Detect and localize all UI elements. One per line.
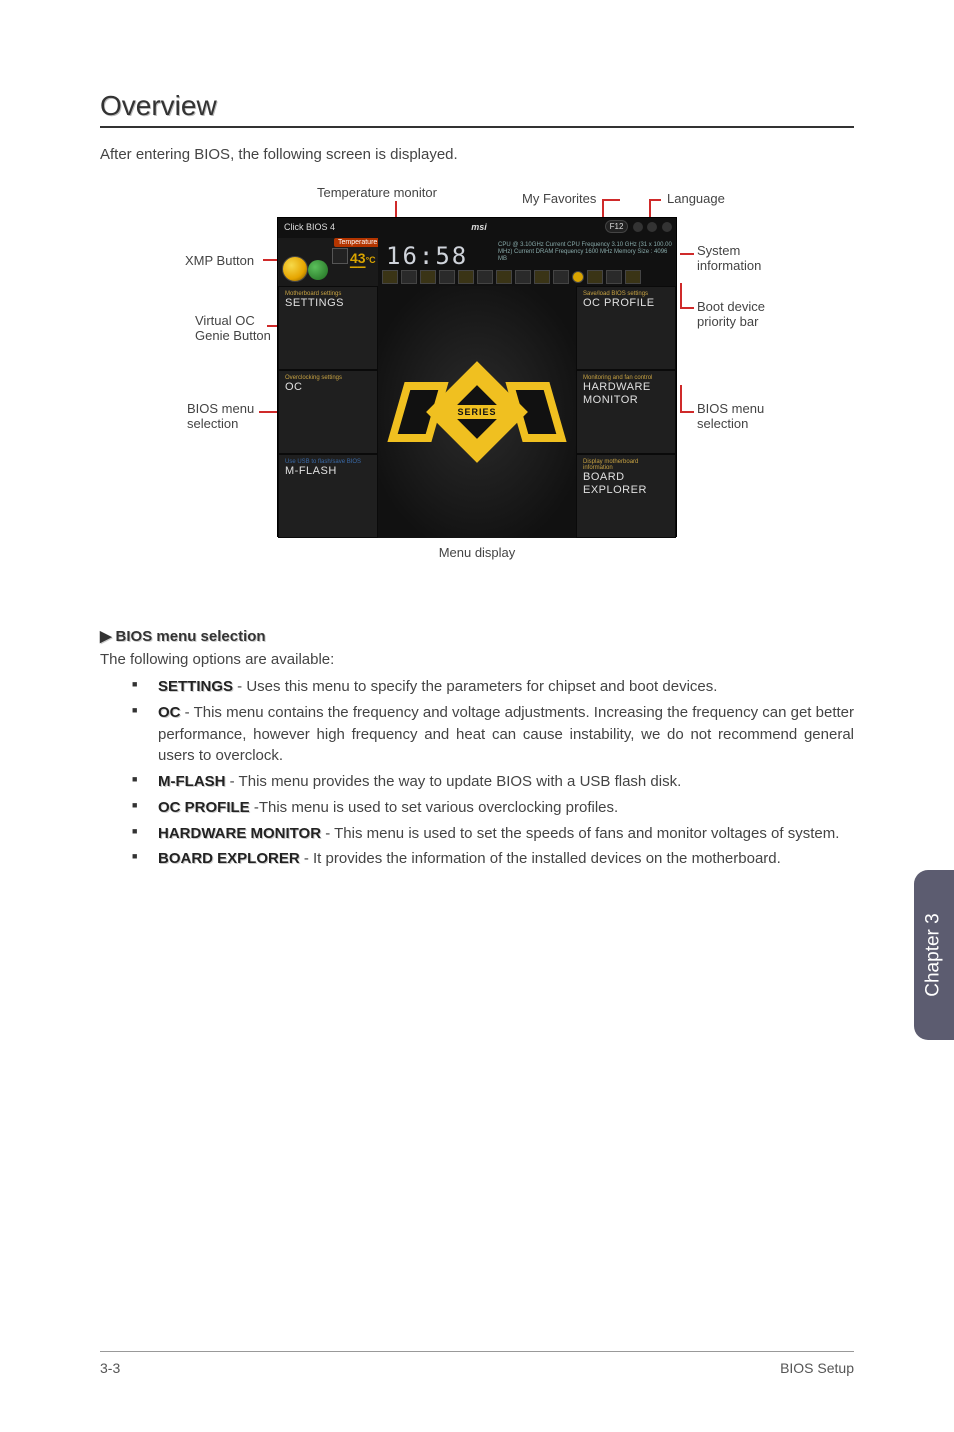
favorites-icon[interactable] <box>633 222 643 232</box>
boot-device-icon[interactable] <box>458 270 474 284</box>
boot-priority-bar[interactable] <box>382 270 641 284</box>
leader-line <box>602 199 620 201</box>
menu-tile-oc-profile[interactable]: Save/load BIOS settings OC PROFILE <box>576 286 676 370</box>
chapter-tab: Chapter 3 <box>914 870 954 1040</box>
intro-text: After entering BIOS, the following scree… <box>100 146 854 163</box>
system-info-text: CPU @ 3.10GHz Current CPU Frequency 3.10… <box>498 242 676 264</box>
list-item: OC - This menu contains the frequency an… <box>158 702 854 767</box>
options-list: SETTINGS - Uses this menu to specify the… <box>100 676 854 870</box>
cpu-chip-icon <box>332 248 348 264</box>
callout-system-information: System information <box>697 243 761 273</box>
header-info-panel: 16:58 CPU @ 3.10GHz Current CPU Frequenc… <box>378 238 676 286</box>
list-item: OC PROFILE -This menu is used to set var… <box>158 797 854 819</box>
menu-tile-hardware-monitor[interactable]: Monitoring and fan control HARDWARE MONI… <box>576 370 676 454</box>
language-icon[interactable] <box>647 222 657 232</box>
f12-badge[interactable]: F12 <box>605 220 629 233</box>
boot-device-icon[interactable] <box>572 271 584 283</box>
callout-bios-menu-selection-right: BIOS menu selection <box>697 401 764 431</box>
menu-tile-label: OC <box>285 381 371 393</box>
callout-xmp-button: XMP Button <box>185 253 254 268</box>
bios-top-bar: Click BIOS 4 msi F12 <box>278 218 676 238</box>
menu-tile-sublabel: Display motherboard information <box>583 459 669 471</box>
leader-line <box>680 411 694 413</box>
boot-device-icon[interactable] <box>587 270 603 284</box>
list-item: HARDWARE MONITOR - This menu is used to … <box>158 823 854 845</box>
xmp-button[interactable] <box>282 256 308 282</box>
callout-my-favorites: My Favorites <box>522 191 596 206</box>
menu-tile-settings[interactable]: Motherboard settings SETTINGS <box>278 286 378 370</box>
left-menu-column: Motherboard settings SETTINGS Overclocki… <box>278 286 378 538</box>
boot-device-icon[interactable] <box>477 270 493 284</box>
list-item: SETTINGS - Uses this menu to specify the… <box>158 676 854 698</box>
menu-tile-board-explorer[interactable]: Display motherboard information BOARD EX… <box>576 454 676 538</box>
temperature-label: Temperature <box>334 238 381 247</box>
boot-device-icon[interactable] <box>382 270 398 284</box>
menu-tile-oc[interactable]: Overclocking settings OC <box>278 370 378 454</box>
boot-device-icon[interactable] <box>420 270 436 284</box>
footer-section-title: BIOS Setup <box>780 1360 854 1376</box>
callout-language: Language <box>667 191 725 206</box>
right-menu-column: Save/load BIOS settings OC PROFILE Monit… <box>576 286 676 538</box>
bios-screenshot: Click BIOS 4 msi F12 Temperature 43°C ▔▔… <box>277 217 677 537</box>
boot-device-icon[interactable] <box>606 270 622 284</box>
leader-line <box>680 385 682 413</box>
page-footer: 3-3 BIOS Setup <box>100 1351 854 1376</box>
section-lead: The following options are available: <box>100 651 854 668</box>
bios-brand-logo: msi <box>416 218 542 238</box>
section-heading: ▶BIOS menu selection <box>100 627 854 645</box>
leader-line <box>680 253 694 255</box>
menu-tile-label: OC PROFILE <box>583 297 669 309</box>
oc-series-logo: SERIES <box>402 357 552 467</box>
footer-page-number: 3-3 <box>100 1360 120 1376</box>
callout-bios-menu-selection-left: BIOS menu selection <box>187 401 254 431</box>
oc-genie-button[interactable] <box>308 260 328 280</box>
callout-boot-device-priority: Boot device priority bar <box>697 299 765 329</box>
callout-temperature-monitor: Temperature monitor <box>317 185 437 200</box>
leader-line <box>680 307 694 309</box>
callout-virtual-oc-genie: Virtual OC Genie Button <box>195 313 271 343</box>
close-icon[interactable] <box>662 222 672 232</box>
bios-header: Temperature 43°C ▔▔ 16:58 CPU @ 3.10GHz … <box>278 238 676 286</box>
bios-top-right-controls: F12 <box>542 218 676 238</box>
boot-device-icon[interactable] <box>496 270 512 284</box>
boot-device-icon[interactable] <box>439 270 455 284</box>
cpu-temperature-value: 43°C <box>350 250 376 266</box>
boot-device-icon[interactable] <box>534 270 550 284</box>
boot-device-icon[interactable] <box>553 270 569 284</box>
leader-line <box>680 283 682 309</box>
menu-display-panel: SERIES <box>378 286 576 538</box>
menu-tile-label: BOARD EXPLORER <box>583 471 669 496</box>
callout-menu-display: Menu display <box>177 545 777 560</box>
boot-device-icon[interactable] <box>515 270 531 284</box>
page-heading: Overview <box>100 90 854 128</box>
menu-tile-mflash[interactable]: Use USB to flash/save BIOS M-FLASH <box>278 454 378 538</box>
menu-tile-label: M-FLASH <box>285 465 371 477</box>
series-badge: SERIES <box>449 405 504 419</box>
triangle-bullet-icon: ▶ <box>100 627 112 645</box>
bios-body: Motherboard settings SETTINGS Overclocki… <box>278 286 676 538</box>
list-item: M-FLASH - This menu provides the way to … <box>158 771 854 793</box>
bios-diagram: Temperature monitor My Favorites Languag… <box>177 185 777 585</box>
temperature-panel: Temperature 43°C ▔▔ <box>278 238 378 286</box>
boot-device-icon[interactable] <box>625 270 641 284</box>
mb-temperature-bar: ▔▔ <box>350 268 365 279</box>
menu-tile-label: HARDWARE MONITOR <box>583 381 669 406</box>
menu-tile-label: SETTINGS <box>285 297 371 309</box>
boot-device-icon[interactable] <box>401 270 417 284</box>
bios-title: Click BIOS 4 <box>278 218 416 238</box>
list-item: BOARD EXPLORER - It provides the informa… <box>158 848 854 870</box>
